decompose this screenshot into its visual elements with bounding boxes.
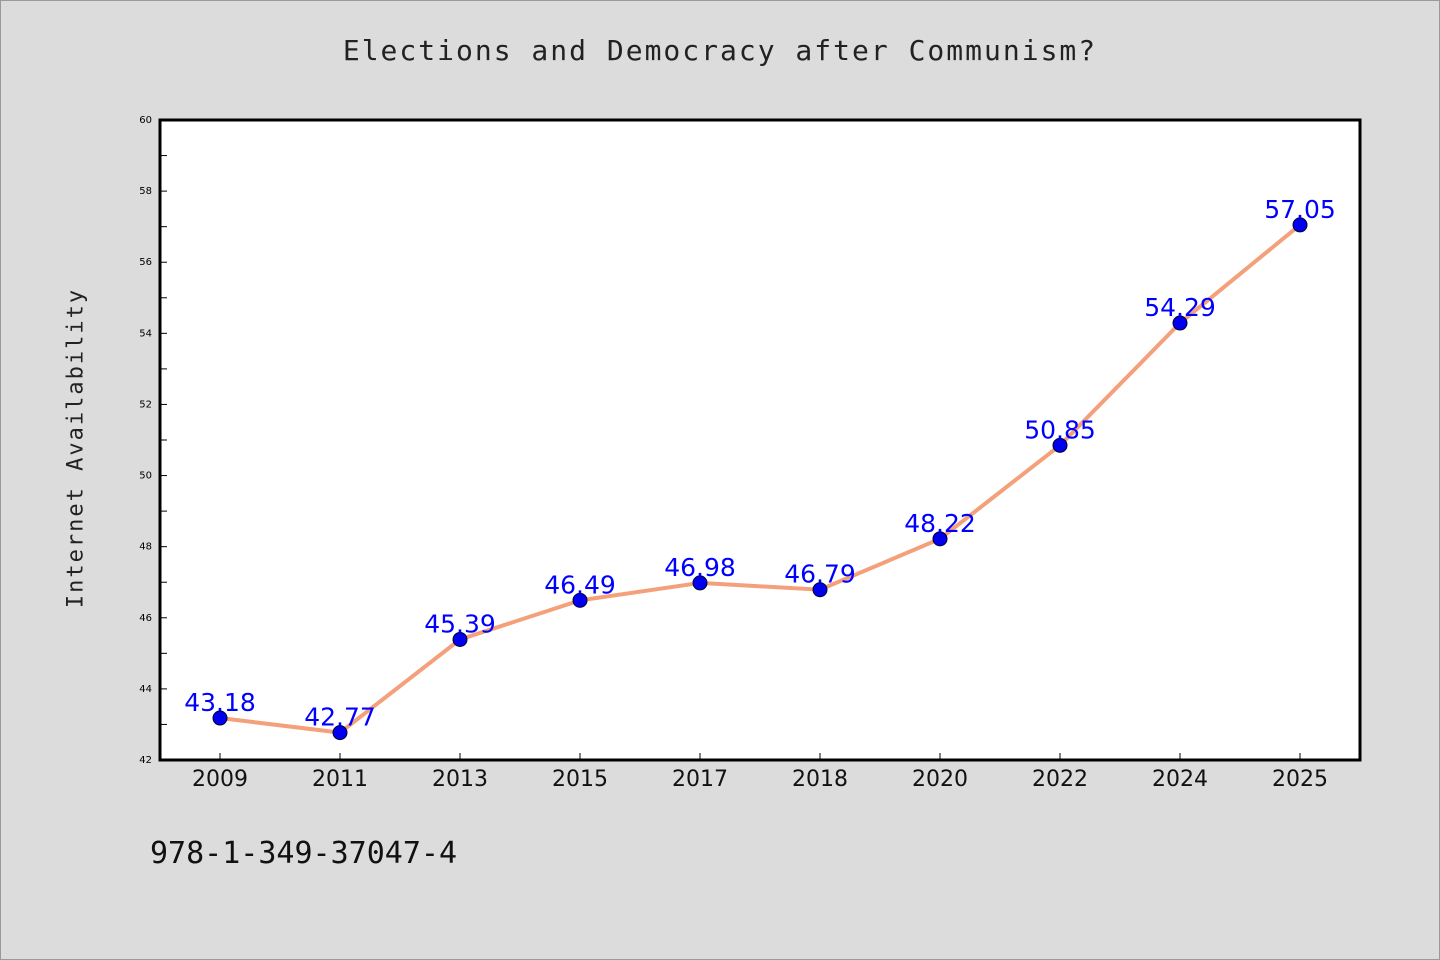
series-line bbox=[218, 222, 1302, 735]
series-layer bbox=[212, 217, 1308, 741]
isbn-text: 978-1-349-37047-4 bbox=[150, 836, 458, 871]
y-tick-label: 50 bbox=[139, 471, 152, 482]
chart-title: Elections and Democracy after Communism? bbox=[342, 34, 1098, 67]
data-point bbox=[932, 531, 948, 547]
data-point bbox=[812, 582, 828, 598]
x-tick-label: 2017 bbox=[672, 767, 728, 792]
x-tick-label: 2024 bbox=[1152, 767, 1208, 792]
y-tick-label: 52 bbox=[139, 399, 152, 410]
y-tick-label: 58 bbox=[139, 186, 152, 197]
y-tick-label: 60 bbox=[139, 115, 152, 126]
y-tick-label: 56 bbox=[139, 257, 152, 268]
data-point bbox=[212, 710, 228, 726]
data-label: 46.98 bbox=[664, 553, 736, 582]
data-point bbox=[1052, 437, 1068, 453]
plot-area bbox=[160, 120, 1360, 760]
data-label: 45.39 bbox=[424, 609, 496, 638]
data-point bbox=[1292, 217, 1308, 233]
data-point bbox=[692, 575, 708, 591]
data-point bbox=[452, 631, 468, 647]
x-tick-label: 2009 bbox=[192, 767, 248, 792]
y-tick-label: 46 bbox=[139, 613, 152, 624]
data-point bbox=[332, 725, 348, 741]
x-tick-label: 2020 bbox=[912, 767, 968, 792]
data-label: 43.18 bbox=[184, 688, 256, 717]
data-label: 48.22 bbox=[904, 509, 976, 538]
plot-border bbox=[158, 118, 1362, 762]
data-label: 46.49 bbox=[544, 570, 616, 599]
x-tick-label: 2011 bbox=[312, 767, 368, 792]
x-tick-label: 2025 bbox=[1272, 767, 1328, 792]
y-tick-label: 54 bbox=[139, 328, 152, 339]
y-tick-label: 48 bbox=[139, 542, 152, 553]
data-label: 42.77 bbox=[304, 703, 376, 732]
data-labels: 43.18 42.77 45.39 46.49 46.98 46.79 48.22 50.85… bbox=[184, 195, 1336, 732]
x-tick-label: 2018 bbox=[792, 767, 848, 792]
x-tick-label: 2022 bbox=[1032, 767, 1088, 792]
x-tick-label: 2015 bbox=[552, 767, 608, 792]
data-label: 46.79 bbox=[784, 560, 856, 589]
data-point bbox=[1172, 315, 1188, 331]
data-point bbox=[572, 592, 588, 608]
x-tick-label: 2013 bbox=[432, 767, 488, 792]
data-label: 57.05 bbox=[1264, 195, 1336, 224]
data-label: 50.85 bbox=[1024, 415, 1096, 444]
y-tick-label: 44 bbox=[139, 684, 152, 695]
data-label: 54.29 bbox=[1144, 293, 1216, 322]
y-tick-label: 42 bbox=[139, 755, 152, 766]
